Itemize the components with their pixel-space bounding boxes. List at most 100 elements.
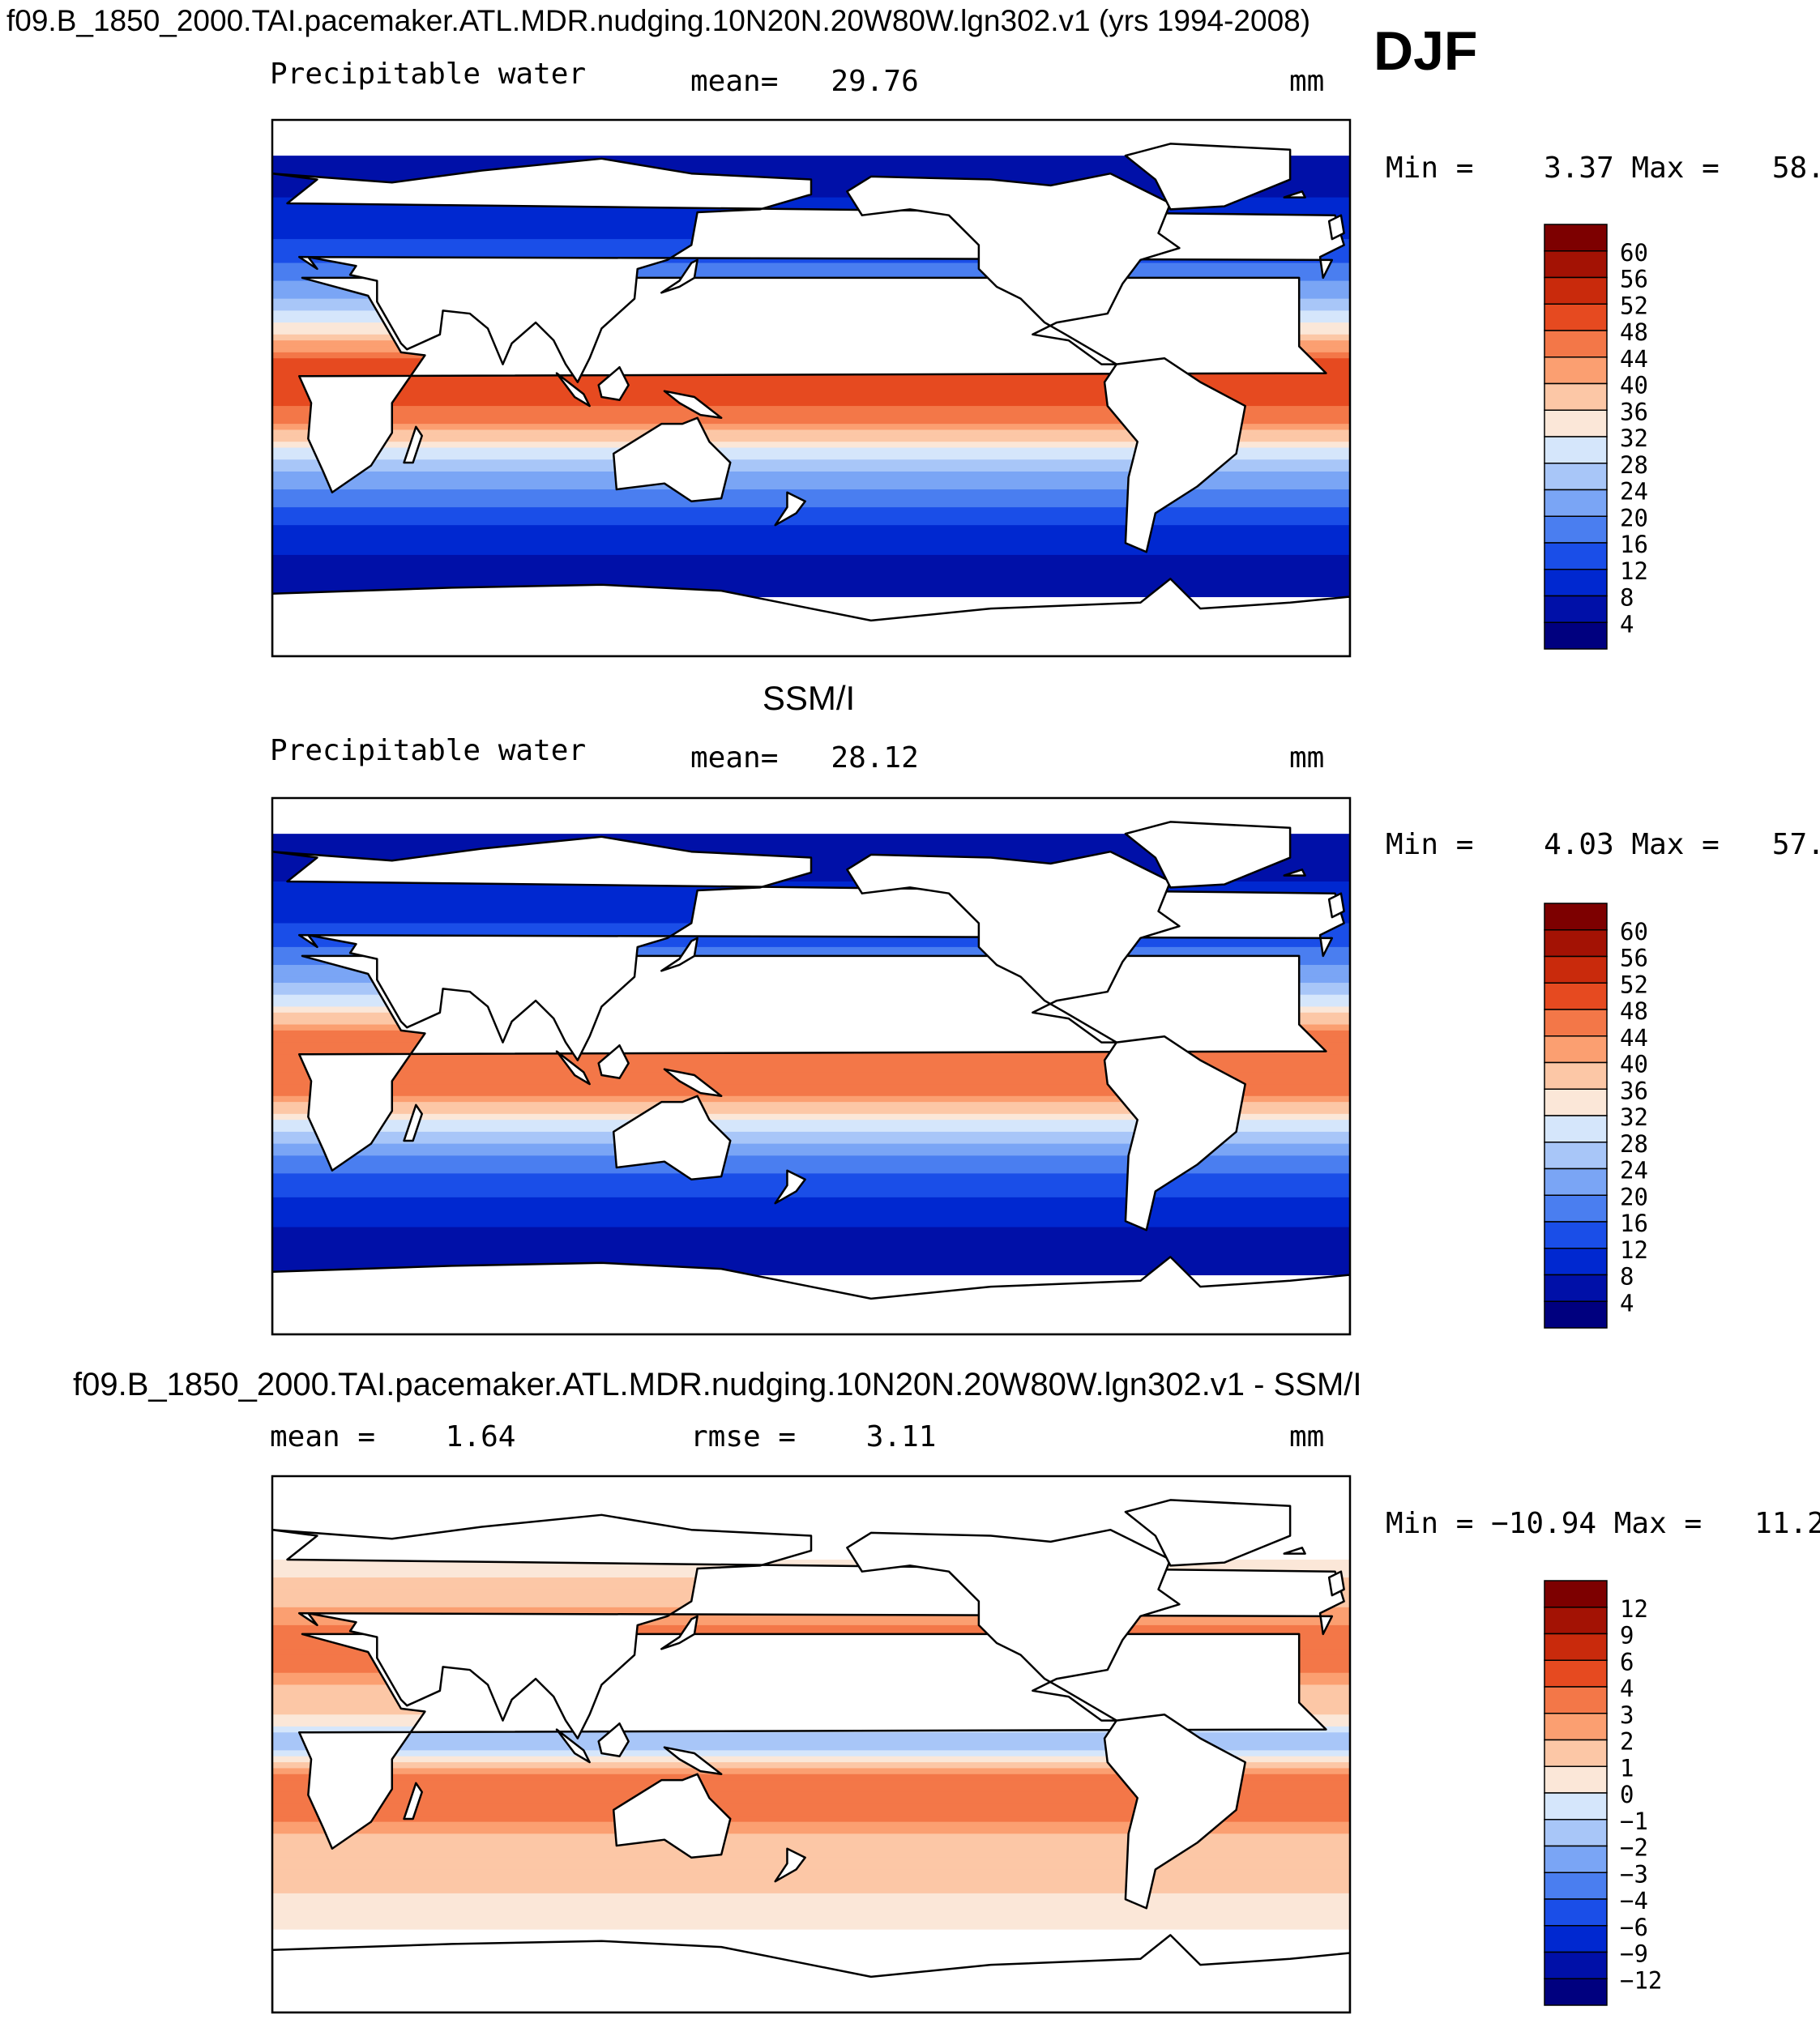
field-band <box>272 1881 1350 1889</box>
field-band <box>272 946 1350 954</box>
field-band <box>272 1786 1350 1793</box>
colorbar-tick-label: 20 <box>1620 504 1648 531</box>
iceland-landmass <box>1283 869 1306 877</box>
field-band <box>272 1269 1350 1276</box>
colorbar-tick-label: 4 <box>1620 610 1634 638</box>
colorbar-swatch <box>1544 1951 1608 1979</box>
colorbar-swatch <box>1544 250 1608 279</box>
madagascar-landmass <box>403 1103 423 1142</box>
colorbar-tick-label: 1 <box>1620 1754 1634 1782</box>
uk-landmass <box>1327 892 1345 919</box>
field-band <box>272 549 1350 556</box>
figure-header: f09.B_1850_2000.TAI.pacemaker.ATL.MDR.nu… <box>6 4 1310 37</box>
colorbar-tick-label: 12 <box>1620 557 1648 585</box>
field-band <box>272 1833 1350 1841</box>
borneo-landmass <box>597 1044 630 1079</box>
field-band <box>272 1149 1350 1156</box>
colorbar-tick-label: 8 <box>1620 584 1634 612</box>
field-band <box>272 1774 1350 1781</box>
panel-obs-variable: Precipitable water <box>270 734 586 767</box>
field-band <box>272 453 1350 460</box>
field-band <box>272 525 1350 532</box>
colorbar-tick-label: 12 <box>1620 1595 1648 1623</box>
north-america-landmass <box>846 1528 1181 1722</box>
colorbar-swatch <box>1544 1739 1608 1767</box>
panel-model-units: mm <box>1289 65 1324 98</box>
field-band <box>272 459 1350 467</box>
field-band <box>272 1846 1350 1852</box>
new-guinea-landmass <box>663 1068 723 1098</box>
panel-model-map <box>271 118 1352 658</box>
sumatra-landmass <box>555 1728 591 1764</box>
field-band <box>272 1072 1350 1079</box>
colorbar-swatch <box>1544 1872 1608 1900</box>
field-band <box>272 1762 1350 1769</box>
field-band <box>272 531 1350 538</box>
japan-landmass <box>660 1615 699 1650</box>
field-band <box>272 513 1350 520</box>
field-band <box>272 424 1350 431</box>
colorbar-swatch <box>1544 382 1608 411</box>
field-band <box>272 845 1350 852</box>
panel-obs-title: SSM/I <box>763 679 855 717</box>
field-band <box>272 584 1350 591</box>
panel-model: Precipitable water mean= 29.76 mm Min = … <box>270 58 1820 658</box>
madagascar-landmass <box>403 1782 423 1821</box>
field-band <box>272 1221 1350 1228</box>
field-band <box>272 1185 1350 1193</box>
colorbar-swatch <box>1544 1765 1608 1794</box>
colorbar-tick-label: 2 <box>1620 1728 1634 1756</box>
field-band <box>272 1078 1350 1085</box>
north-america-landmass <box>846 850 1181 1044</box>
field-band <box>272 1251 1350 1257</box>
field-band <box>272 1905 1350 1912</box>
colorbar-tick-label: 48 <box>1620 318 1648 346</box>
field-band <box>272 388 1350 395</box>
panel-model-variable: Precipitable water <box>270 58 586 91</box>
field-band <box>272 257 1350 264</box>
field-band <box>272 435 1350 442</box>
field-band <box>272 834 1350 841</box>
field-band <box>272 173 1350 181</box>
colorbar-swatch <box>1544 276 1608 305</box>
colorbar-tick-label: 24 <box>1620 1157 1648 1185</box>
field-band <box>272 268 1350 275</box>
colorbar-tick-label: −3 <box>1620 1860 1648 1888</box>
colorbar-tick-label: 44 <box>1620 345 1648 373</box>
field-band <box>272 1102 1350 1109</box>
south-america-landmass <box>1103 356 1246 553</box>
colorbar-swatch <box>1544 1194 1608 1223</box>
colorbar-swatch <box>1544 1580 1608 1608</box>
field-band <box>272 1131 1350 1138</box>
field-band <box>272 1120 1350 1127</box>
field-band <box>272 376 1350 383</box>
field-band <box>272 1227 1350 1234</box>
field-band <box>272 1875 1350 1882</box>
field-band <box>272 417 1350 425</box>
field-band <box>272 1803 1350 1811</box>
colorbar-tick-label: 20 <box>1620 1183 1648 1210</box>
field-band <box>272 483 1350 490</box>
panel-model-mean: mean= 29.76 <box>690 65 919 98</box>
colorbar-tick-label: 56 <box>1620 266 1648 293</box>
antarctica-landmass <box>272 1934 1350 2013</box>
field-band <box>272 1138 1350 1145</box>
field-band <box>272 477 1350 484</box>
field-band <box>272 935 1350 942</box>
field-band <box>272 536 1350 544</box>
field-band <box>272 1084 1350 1091</box>
colorbar-swatch <box>1544 409 1608 438</box>
field-band <box>272 489 1350 496</box>
panel-model-minmax: Min = 3.37 Max = 58.70 <box>1386 152 1820 185</box>
greenland-landmass <box>1124 821 1292 889</box>
field-band <box>272 1798 1350 1805</box>
field-band <box>272 156 1350 163</box>
field-band <box>272 1821 1350 1829</box>
field-band <box>272 1827 1350 1834</box>
colorbar-tick-label: 8 <box>1620 1263 1634 1291</box>
colorbar-swatch <box>1544 1659 1608 1688</box>
panel-diff-title: f09.B_1850_2000.TAI.pacemaker.ATL.MDR.nu… <box>73 1367 1362 1402</box>
field-band <box>272 1244 1350 1252</box>
colorbar-tick-label: 48 <box>1620 997 1648 1025</box>
